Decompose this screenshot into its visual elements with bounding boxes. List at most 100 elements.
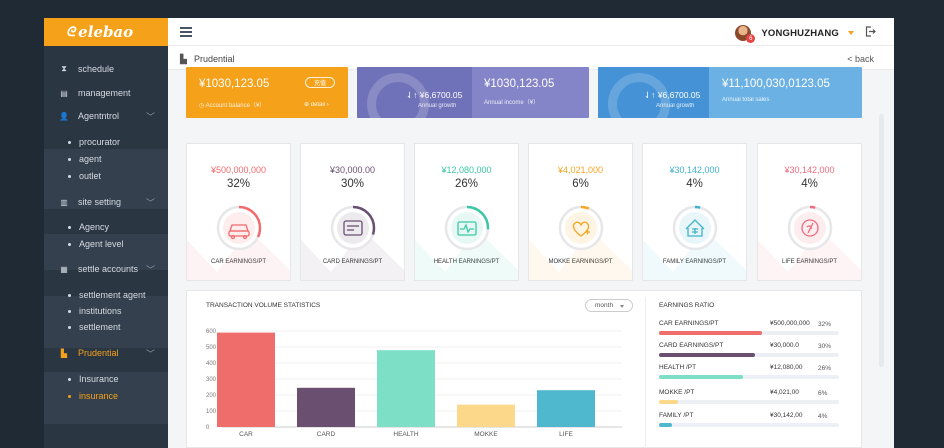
- sidebar-item-label: management: [78, 88, 131, 98]
- caret-down-icon[interactable]: [848, 31, 854, 35]
- category-card[interactable]: ¥30,142,000 4% FAMILY EARNINGS/PT: [642, 143, 747, 281]
- ratio-fill: [659, 375, 743, 379]
- sidebar-subitem-label: procurator: [79, 137, 121, 147]
- category-card[interactable]: ¥30,142,000 4% LIFE EARNINGS/PT: [757, 143, 862, 281]
- category-percent: 30%: [340, 178, 365, 190]
- bullet-icon: [68, 395, 71, 398]
- ratio-value: ¥12,080,00: [770, 364, 803, 371]
- ratio-track: [659, 353, 839, 357]
- bullet-icon: [68, 378, 71, 381]
- sidebar-subitem-label: Agency: [79, 222, 110, 232]
- period-select[interactable]: month: [585, 299, 633, 312]
- category-label: CAR EARNINGS/PT: [210, 259, 266, 265]
- background-decoration: [301, 230, 404, 280]
- sidebar-item-schedule[interactable]: ⧗ schedule: [44, 59, 168, 79]
- menu-icon[interactable]: [180, 27, 192, 37]
- balance-value: ¥1030,123.05: [199, 78, 270, 90]
- sidebar: ᘓ elebao ⧗ schedule ▤ management 👤 Agent…: [44, 18, 168, 448]
- bar-life[interactable]: [537, 390, 595, 427]
- category-percent: 6%: [572, 178, 589, 190]
- progress-gauge: [330, 205, 376, 251]
- x-tick-label: HEALTH: [393, 431, 418, 438]
- x-tick-label: CAR: [239, 431, 253, 438]
- sidebar-subitem-insurance[interactable]: Insurance: [44, 371, 168, 387]
- bar-mokke[interactable]: [457, 404, 515, 427]
- balance-caption: ◷ Account balance（¥）: [199, 103, 266, 109]
- sidebar-subitem-agent[interactable]: agent: [44, 151, 168, 167]
- chart-title: TRANSACTION VOLUME STATISTICS: [206, 302, 321, 309]
- username[interactable]: YONGHUZHANG: [761, 27, 839, 39]
- growth-arrows: ⇃↑: [644, 90, 656, 100]
- sidebar-subitem-procurator[interactable]: procurator: [44, 134, 168, 150]
- sidebar-item-management[interactable]: ▤ management: [44, 83, 168, 103]
- ratio-percent: 32%: [818, 321, 832, 328]
- ratio-percent: 6%: [818, 390, 828, 397]
- y-tick-label: 500: [206, 345, 217, 351]
- avatar[interactable]: 6: [735, 25, 756, 43]
- income-value: ¥1030,123.05: [484, 78, 555, 90]
- progress-gauge: [672, 205, 718, 251]
- sidebar-subitem-outlet[interactable]: outlet: [44, 168, 168, 184]
- ratio-fill: [659, 331, 762, 335]
- notification-badge: 6: [746, 34, 756, 43]
- sidebar-item-agentntrol[interactable]: 👤 Agentntrol ﹀: [44, 106, 168, 126]
- period-select-value: month: [595, 302, 614, 309]
- category-amount: ¥30,000.00: [329, 165, 376, 175]
- sales-caption: Annual total sales: [722, 97, 770, 103]
- scrollbar[interactable]: [879, 114, 884, 367]
- sidebar-item-label: schedule: [78, 64, 115, 74]
- chevron-down-icon: ﹀: [146, 264, 156, 275]
- ratio-value: ¥4,021,00: [770, 389, 799, 396]
- bar-health[interactable]: [377, 350, 435, 427]
- chevron-down-icon: ﹀: [146, 111, 156, 122]
- growth-caption: Annual growth: [418, 103, 457, 109]
- sidebar-item-site-setting[interactable]: ▥ site setting ﹀: [44, 192, 168, 212]
- category-card[interactable]: ¥500,000,000 32% CAR EARNINGS/PT: [186, 143, 291, 281]
- ratio-row: FAMILY /PT ¥30,142,00 4%: [659, 412, 849, 432]
- list-icon: ▤: [60, 88, 68, 98]
- sidebar-subitem-settlement-agent[interactable]: settlement agent: [44, 287, 168, 303]
- sidebar-item-settle-accounts[interactable]: ▦ settle accounts ﹀: [44, 259, 168, 279]
- y-tick-label: 400: [206, 361, 217, 367]
- ratio-value: ¥30,000.0: [770, 342, 799, 349]
- sidebar-subitem-settlement[interactable]: settlement: [44, 319, 168, 335]
- ratio-fill: [659, 353, 756, 357]
- user-menu[interactable]: 6 YONGHUZHANG: [735, 25, 854, 43]
- sidebar-subitem-agent-level[interactable]: Agent level: [44, 236, 168, 252]
- sidebar-subitem-institutions[interactable]: institutions: [44, 303, 168, 319]
- growth-panel: ⇃↑ ¥6,6700.05 Annual growth: [357, 67, 472, 118]
- logo-text: elebao: [78, 23, 134, 41]
- gauge-arc: [216, 205, 262, 251]
- sidebar-item-label: site setting: [78, 197, 122, 207]
- detail-link[interactable]: ⊕ detail ›: [304, 102, 329, 108]
- recharge-button[interactable]: 充值: [305, 77, 335, 88]
- bar-card[interactable]: [297, 387, 355, 427]
- bullet-icon: [68, 175, 71, 178]
- ratio-name: HEALTH /PT: [659, 364, 697, 371]
- ratio-row: CAR EARNINGS/PT ¥500,000,000 32%: [659, 320, 849, 340]
- growth-panel: ⇃↑ ¥6,6700.05 Annual growth: [598, 67, 709, 118]
- bar-chart: 0 100 200 300 400 500 600 CAR CARD HEALTH MOKKE LIF…: [206, 329, 622, 438]
- category-amount: ¥4,021,000: [557, 165, 604, 175]
- health-icon: [457, 221, 477, 236]
- x-tick-label: CARD: [317, 431, 336, 438]
- x-tick-label: LIFE: [559, 431, 573, 438]
- sidebar-subitem-label: Insurance: [79, 374, 119, 384]
- sidebar-item-prudential[interactable]: ▙ Prudential ﹀: [44, 343, 168, 363]
- category-card[interactable]: ¥4,021,000 6% MOKKE EARNINGS/PT: [528, 143, 633, 281]
- sidebar-subitem-insurance-active[interactable]: insurance: [44, 388, 168, 404]
- y-tick-label: 0: [206, 425, 210, 431]
- category-card[interactable]: ¥12,080,000 26% HEALTH EARNINGS/PT: [414, 143, 519, 281]
- bar-car[interactable]: [217, 332, 275, 427]
- category-card[interactable]: ¥30,000.00 30% CARD EARNINGS/PT: [300, 143, 405, 281]
- sidebar-item-label: Agentntrol: [78, 111, 120, 121]
- logout-icon[interactable]: [865, 26, 876, 37]
- category-label: LIFE EARNINGS/PT: [781, 259, 837, 265]
- app-logo[interactable]: ᘓ elebao: [44, 18, 168, 46]
- sidebar-subitem-agency[interactable]: Agency: [44, 219, 168, 235]
- back-link[interactable]: < back: [847, 54, 874, 64]
- logo-icon: ᘓ: [66, 24, 76, 40]
- ratio-name: FAMILY /PT: [659, 412, 694, 419]
- ring-decoration: [608, 73, 670, 118]
- category-percent: 4%: [686, 178, 703, 190]
